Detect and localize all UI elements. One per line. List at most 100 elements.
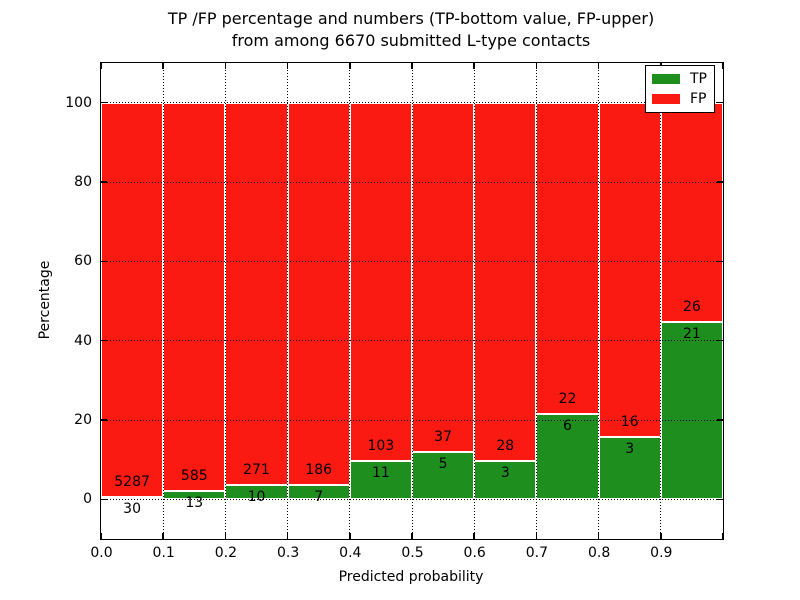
chart-title-line2: from among 6670 submitted L-type contact… [231,31,591,50]
x-tick-label: 0.2 [214,545,238,561]
y-tick-mark [101,339,107,342]
tp-count-label: 10 [247,489,266,506]
y-tick-mark [101,498,107,501]
x-tick-mark [660,533,662,539]
y-tick-mark-right [717,419,723,421]
bar-fp-segment [225,102,288,486]
bar-fp-segment [163,102,226,491]
legend-entry-tp: TP [652,71,714,87]
bar-tp-segment [349,461,412,500]
x-tick-mark-top [722,63,724,69]
fp-count-label: 5287 [114,474,150,491]
bar-fp-segment [101,102,164,498]
x-tick-label: 0.9 [650,545,673,561]
tp-count-label: 7 [314,488,324,505]
fp-count-label: 22 [558,391,577,408]
x-tick-label: 0.8 [587,545,611,561]
fp-count-label: 103 [367,438,395,455]
y-tick-mark [101,260,107,263]
gridline-vertical [224,63,226,539]
bar-tp-segment [287,484,350,500]
y-tick-mark-right [717,181,723,183]
x-tick-mark-top [224,63,227,69]
y-tick-mark-right [717,498,723,501]
y-tick-mark [101,419,107,421]
bar-tp-segment [536,414,599,500]
bar-fp-segment [660,102,723,323]
x-tick-label: 0.0 [90,545,113,561]
y-tick-mark [101,181,107,183]
bar-fp-segment [474,102,537,461]
plot-area: 5287 30 585 13 271 10 186 7 103 11 37 5 28 3 22 6 16 3 26 2… [100,62,724,540]
y-tick-label: 40 [74,332,92,349]
gridline-vertical [473,63,475,539]
legend-fp-label: FP [690,91,707,107]
legend-entry-fp: FP [652,91,714,107]
tp-count-label: 3 [500,464,510,481]
x-tick-mark [349,533,351,539]
y-tick-label: 20 [74,412,92,428]
gridline-vertical [660,63,662,539]
tp-count-label: 30 [123,501,141,518]
x-tick-mark-top [597,63,600,69]
x-tick-mark [473,533,475,539]
y-axis-label: Percentage [37,260,53,340]
x-tick-label: 0.4 [339,545,362,561]
x-tick-label: 0.5 [401,545,424,561]
x-tick-mark [224,533,227,539]
bar-fp-segment [349,102,412,462]
tp-count-label: 11 [371,465,390,482]
y-tick-mark-right [717,339,723,342]
gridline-vertical [411,63,413,539]
tp-count-label: 13 [185,494,204,511]
x-axis-label: Predicted probability [338,569,484,585]
x-tick-mark [535,533,538,539]
fp-count-label: 28 [496,437,515,454]
bar-tp-segment [163,490,226,500]
chart-title-line1: TP /FP percentage and numbers (TP-bottom… [167,9,655,28]
legend-fp-swatch [652,94,680,104]
x-tick-mark [162,533,164,539]
y-tick-mark-right [717,101,723,104]
x-tick-mark-top [286,63,289,69]
gridline-vertical [287,63,289,539]
tp-count-label: 21 [682,326,701,343]
fp-count-label: 271 [243,462,270,479]
chart-title: TP /FP percentage and numbers (TP-bottom… [168,8,654,52]
fp-count-label: 186 [305,461,333,478]
x-tick-label: 0.3 [276,545,300,561]
bar-tp-segment [412,452,475,500]
legend: TP FP [645,65,715,113]
y-tick-label: 100 [65,94,92,111]
bar-tp-segment [225,485,288,500]
x-tick-mark-top [162,63,164,69]
bar-tp-segment [598,436,661,500]
gridline-vertical [598,63,600,539]
x-tick-label: 0.1 [152,545,175,561]
bar-tp-segment [660,322,723,500]
bar-fp-segment [287,102,350,485]
tp-count-label: 3 [625,440,635,457]
x-tick-mark [411,533,413,539]
y-tick-label: 0 [83,491,92,508]
fp-count-label: 585 [180,467,208,484]
x-tick-mark-top [411,63,413,69]
bar-fp-segment [598,102,661,437]
bar-fp-segment [412,102,475,453]
y-tick-label: 60 [74,253,92,270]
x-tick-mark [286,533,289,539]
bar-tp-segment [101,497,164,500]
x-tick-mark-top [100,63,102,69]
x-tick-label: 0.7 [525,545,549,561]
x-tick-mark-top [535,63,538,69]
fp-count-label: 26 [682,299,701,316]
fp-count-label: 37 [434,429,452,446]
legend-tp-label: TP [690,71,707,87]
x-tick-mark-top [473,63,475,69]
y-tick-label: 80 [74,174,92,190]
x-tick-mark [722,533,724,539]
fp-count-label: 16 [620,413,639,430]
x-tick-mark-top [349,63,351,69]
x-tick-mark [597,533,600,539]
